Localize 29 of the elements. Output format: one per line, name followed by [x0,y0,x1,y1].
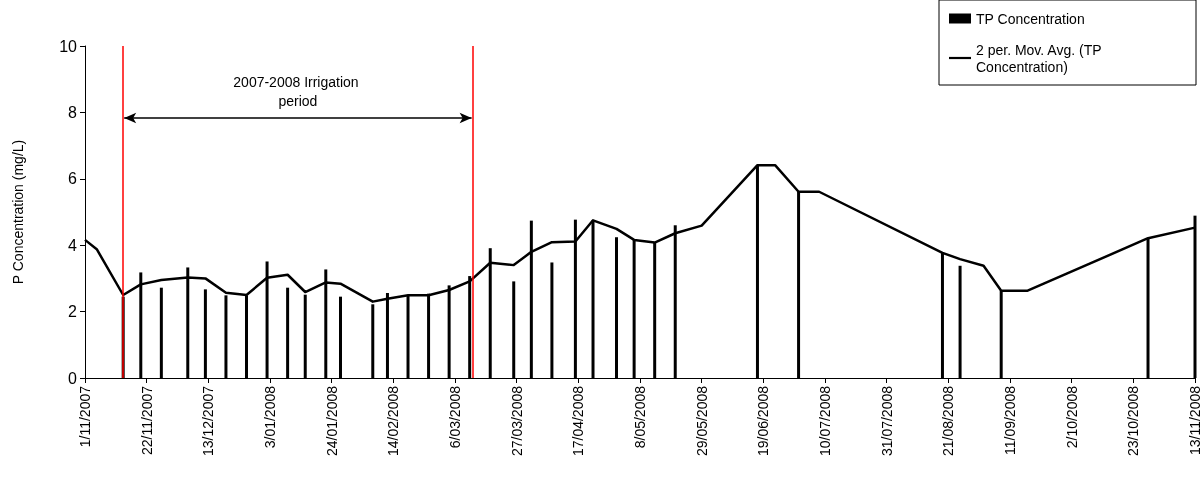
x-tick-label: 13/11/2008 [1187,385,1202,456]
x-tick-label: 1/11/2007 [77,385,93,448]
x-tick-label: 8/05/2008 [632,385,648,449]
y-tick-label: 6 [68,170,78,188]
x-tick-label: 14/02/2008 [385,385,402,457]
x-tick-label: 6/03/2008 [447,385,463,449]
x-tick-label: 11/09/2008 [1002,385,1018,456]
y-tick-label: 2 [68,303,78,321]
x-tick-label: 13/12/2007 [200,385,217,457]
annotation: 2007-2008 Irrigation period [233,73,363,109]
x-tick-label: 31/07/2008 [878,385,895,457]
x-tick-label: 3/01/2008 [262,385,278,449]
legend-label: 2 per. Mov. Avg. (TP Concentration) [976,41,1106,75]
x-tick-label: 29/05/2008 [693,385,710,457]
x-tick-label: 10/07/2008 [817,385,833,457]
x-tick-label: 27/03/2008 [508,385,525,457]
x-tick-label: 17/04/2008 [570,385,587,457]
x-tick-label: 24/01/2008 [323,385,340,457]
y-tick-label: 4 [68,236,78,254]
y-tick-label: 0 [68,369,78,387]
y-tick-label: 8 [68,103,78,121]
y-tick-label: 10 [59,37,78,55]
x-tick-label: 21/08/2008 [940,385,957,457]
x-tick-label: 22/11/2007 [138,385,155,456]
x-tick-label: 23/10/2008 [1125,385,1142,457]
legend-label: TP Concentration [976,10,1085,27]
x-tick-label: 19/06/2008 [755,385,772,457]
x-tick-label: 2/10/2008 [1063,385,1080,449]
y-axis-title: P Concentration (mg/L) [10,139,26,285]
